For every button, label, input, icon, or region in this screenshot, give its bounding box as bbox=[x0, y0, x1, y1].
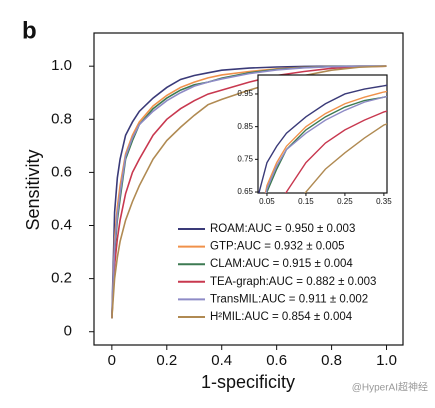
legend-label: GTP:AUC = 0.932 ± 0.005 bbox=[210, 241, 344, 253]
x-tick-label: 0.6 bbox=[266, 352, 287, 369]
y-axis-label: Sensitivity bbox=[23, 149, 43, 230]
y-tick-label: 1.0 bbox=[51, 57, 72, 74]
x-tick-label: 1.0 bbox=[376, 352, 397, 369]
inset-frame bbox=[257, 74, 388, 194]
x-tick-label: 0.15 bbox=[298, 197, 314, 206]
roc-curve bbox=[111, 65, 387, 319]
roc-curve bbox=[111, 65, 387, 319]
legend-label: CLAM:AUC = 0.915 ± 0.004 bbox=[210, 258, 353, 270]
x-tick-label: 0.35 bbox=[376, 197, 392, 206]
roc-curve bbox=[265, 95, 387, 193]
y-tick-label: 0.75 bbox=[237, 154, 253, 163]
y-tick-label: 0.2 bbox=[51, 270, 72, 287]
legend-label: TEA-graph:AUC = 0.882 ± 0.003 bbox=[210, 276, 376, 288]
y-tick-label: 0.85 bbox=[237, 122, 253, 131]
roc-curve bbox=[258, 84, 387, 193]
roc-curve bbox=[264, 90, 387, 193]
roc-curve bbox=[266, 95, 387, 193]
legend-label: TransMIL:AUC = 0.911 ± 0.002 bbox=[210, 293, 368, 305]
x-tick-label: 0.8 bbox=[321, 352, 342, 369]
x-tick-label: 0 bbox=[108, 352, 116, 369]
x-tick-label: 0.4 bbox=[211, 352, 232, 369]
x-tick-label: 0.2 bbox=[156, 352, 177, 369]
roc-curve bbox=[304, 123, 387, 193]
y-tick-label: 0.65 bbox=[237, 187, 253, 196]
x-tick-label: 0.05 bbox=[259, 197, 275, 206]
inset-curves bbox=[258, 84, 387, 193]
legend-label: H²MIL:AUC = 0.854 ± 0.004 bbox=[210, 311, 353, 323]
y-tick-label: 0.6 bbox=[51, 163, 72, 180]
y-tick-label: 0.4 bbox=[51, 216, 72, 233]
x-axis-label: 1-specificity bbox=[201, 372, 295, 392]
y-tick-label: 0.8 bbox=[51, 110, 72, 127]
y-tick-label: 0 bbox=[64, 323, 72, 340]
y-tick-label: 0.95 bbox=[237, 89, 253, 98]
x-tick-label: 0.25 bbox=[337, 197, 353, 206]
watermark: @HyperAI超神经 bbox=[352, 381, 428, 394]
panel-label: b bbox=[22, 17, 37, 44]
legend-label: ROAM:AUC = 0.950 ± 0.003 bbox=[210, 223, 355, 235]
roc-curve bbox=[285, 110, 387, 193]
